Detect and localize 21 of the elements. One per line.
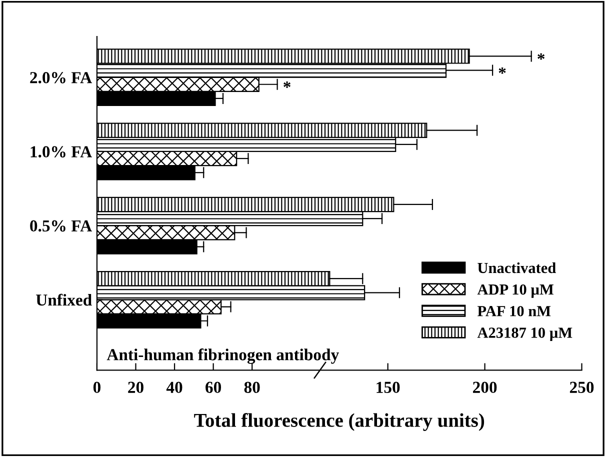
x-tick-label: 0 — [93, 382, 100, 394]
annotation: Anti-human fibrinogen antibody — [106, 348, 339, 364]
x-tick-label: 150 — [376, 382, 400, 394]
x-tick-label: 80 — [244, 382, 260, 394]
y-tick-label: 1.0% FA — [30, 146, 92, 158]
legend-label: PAF 10 nM — [477, 306, 551, 316]
annotation: * — [498, 67, 506, 74]
y-tick-label: 2.0% FA — [30, 72, 92, 84]
legend-label: ADP 10 µM — [477, 284, 554, 298]
annotation: * — [284, 82, 290, 88]
x-tick-label: 40 — [166, 382, 182, 394]
x-tick-label: 60 — [206, 382, 222, 394]
x-axis-title: Total fluorescence (arbitrary units) — [194, 413, 484, 431]
legend-label: A23187 10 µM — [477, 328, 572, 341]
legend-label: Unactivated — [478, 262, 556, 274]
y-tick-label: 0.5% FA — [30, 220, 92, 232]
x-tick-label: 250 — [570, 382, 594, 394]
annotation: * — [538, 53, 545, 60]
y-tick-label: Unfixed — [36, 294, 92, 306]
x-tick-label: 20 — [128, 382, 144, 394]
x-tick-label: 200 — [473, 382, 497, 394]
